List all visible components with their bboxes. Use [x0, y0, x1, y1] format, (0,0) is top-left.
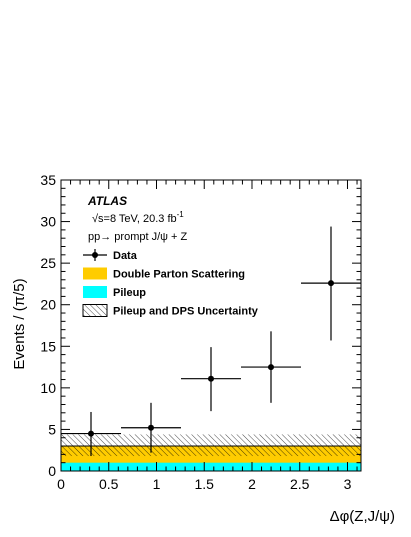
y-tick-label: 30 — [40, 214, 56, 230]
legend-fill-swatch — [83, 286, 107, 298]
y-tick-label: 0 — [48, 463, 56, 479]
y-tick-label: 20 — [40, 297, 56, 313]
y-tick-label: 15 — [40, 338, 56, 354]
x-tick-label: 2 — [248, 476, 256, 492]
x-tick-label: 3 — [344, 476, 352, 492]
legend-hatch-swatch — [82, 304, 108, 317]
legend: Data Double Parton Scattering Pileup Pileup… — [82, 249, 259, 318]
legend-fill-swatch — [83, 267, 107, 280]
data-point — [148, 424, 155, 431]
x-tick-label: 1 — [153, 476, 161, 492]
uncertainty-layer — [61, 434, 361, 457]
experiment-label: ATLAS — [87, 194, 127, 208]
process-label: pp→ prompt J/ψ + Z — [88, 231, 188, 243]
y-tick-label: 5 — [48, 421, 56, 437]
legend-label: Pileup — [113, 287, 146, 299]
energy-label-text: √s=8 TeV, 20.3 fb — [92, 213, 177, 225]
data-layer — [61, 226, 361, 457]
y-tick-label: 35 — [40, 172, 56, 188]
legend-label: Data — [113, 250, 138, 262]
energy-label: √s=8 TeV, 20.3 fb-1 — [92, 210, 184, 225]
x-tick-label: 1.5 — [195, 476, 215, 492]
uncertainty-band — [61, 434, 361, 457]
legend-data-marker — [92, 252, 98, 258]
legend-label: Double Parton Scattering — [113, 269, 245, 281]
x-axis-label: Δφ(Z,J/ψ) — [330, 508, 395, 525]
lumi-superscript: -1 — [177, 210, 185, 219]
y-tick-label: 10 — [40, 380, 56, 396]
annotation-layer: ATLAS √s=8 TeV, 20.3 fb-1 pp→ prompt J/ψ… — [11, 194, 395, 525]
data-point — [88, 430, 95, 437]
axes-frame — [60, 179, 362, 472]
x-tick-label: 0 — [57, 476, 65, 492]
x-tick-label: 0.5 — [99, 476, 119, 492]
data-point — [327, 280, 334, 287]
y-axis-label: Events / (π/5) — [11, 278, 28, 369]
axes-frame-layer — [60, 179, 362, 472]
y-tick-label: 25 — [40, 255, 56, 271]
x-tick-label: 2.5 — [290, 476, 310, 492]
pileup-fill — [61, 462, 361, 471]
data-point — [208, 375, 214, 382]
data-point — [267, 364, 274, 371]
legend-label: Pileup and DPS Uncertainty — [113, 306, 259, 318]
